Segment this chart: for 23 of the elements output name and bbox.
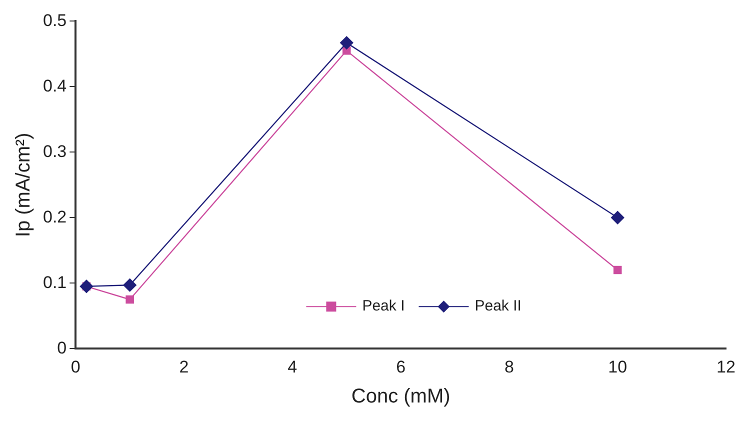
point <box>611 211 624 224</box>
point <box>340 36 354 50</box>
y-axis-title: Ip (mA/cm²) <box>12 132 35 238</box>
point <box>126 295 134 304</box>
x-axis-title: Conc (mM) <box>351 386 450 408</box>
point <box>613 266 622 274</box>
x-tick-label: 4 <box>288 357 298 376</box>
point <box>123 278 136 292</box>
y-tick-label: 0 <box>57 338 67 358</box>
x-tick-label: 6 <box>396 357 406 376</box>
y-tick-label: 0.1 <box>42 272 67 292</box>
legend-label: Peak II <box>474 298 522 315</box>
x-tick-label: 0 <box>70 357 80 376</box>
y-tick-label: 0.2 <box>42 207 67 226</box>
x-tick-label: 8 <box>504 357 514 376</box>
y-tick-label: 0.4 <box>42 76 67 96</box>
point <box>80 280 94 293</box>
x-tick-label: 10 <box>608 357 628 376</box>
legend-label: Peak I <box>362 298 405 315</box>
x-tick-label: 12 <box>716 357 736 376</box>
y-tick-label: 0.5 <box>42 10 67 30</box>
x-tick-label: 2 <box>179 357 189 376</box>
y-tick-label: 0.3 <box>42 142 67 161</box>
